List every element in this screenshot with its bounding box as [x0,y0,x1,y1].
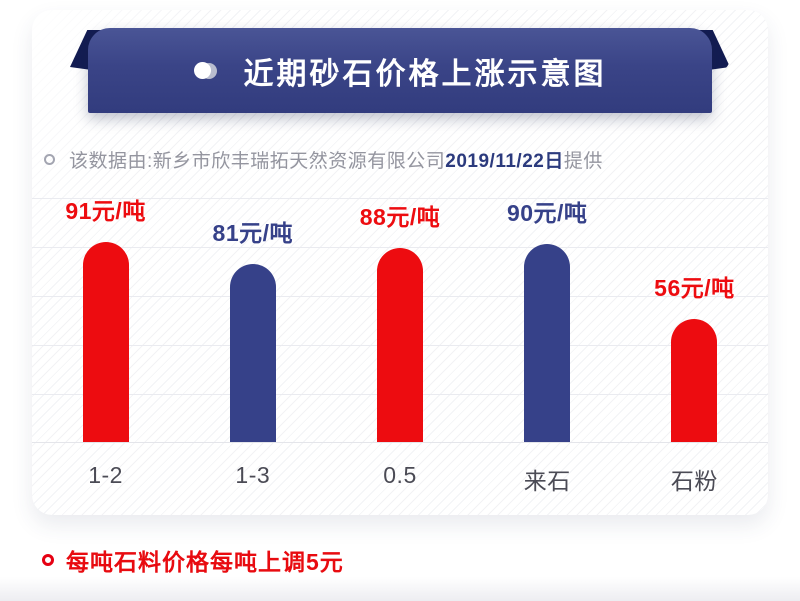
plot-area: 91元/吨 81元/吨 88元/吨 90元/吨 56元/吨 [32,198,768,443]
bar-column: 91元/吨 [32,198,179,442]
bar [229,264,276,442]
bar [377,248,423,442]
bar-column: 90元/吨 [474,198,621,442]
circle-bullet-icon [44,154,55,165]
bars-row: 91元/吨 81元/吨 88元/吨 90元/吨 56元/吨 [32,198,768,442]
red-circle-bullet-icon [42,554,54,566]
bar-value-label: 90元/吨 [506,200,588,226]
bar-column: 81元/吨 [179,198,326,442]
x-axis-label: 来石 [523,468,571,494]
source-note-prefix: 该数据由:新乡市欣丰瑞拓天然资源有限公司 [69,151,446,172]
bar-value-label: 91元/吨 [65,198,146,224]
bar [671,319,718,442]
bar-value-label: 56元/吨 [654,275,735,301]
header-banner: 近期砂石价格上涨示意图 [88,28,712,113]
x-axis-label: 石粉 [670,468,718,494]
footnote: 每吨石料价格每吨上调5元 [42,543,344,577]
footnote-text: 每吨石料价格每吨上调5元 [66,549,344,575]
bar-value-label: 88元/吨 [359,204,441,230]
page-title: 近期砂石价格上涨示意图 [243,57,607,91]
bar-column: 88元/吨 [326,198,473,442]
bar-value-label: 81元/吨 [212,220,294,246]
bar-column: 56元/吨 [621,198,768,442]
source-note-date: 2019/11/22日 [445,151,564,172]
source-note-suffix: 提供 [563,151,603,172]
source-note-text: 该数据由:新乡市欣丰瑞拓天然资源有限公司2019/11/22日提供 [69,146,603,173]
x-axis-label: 0.5 [383,462,417,488]
source-note: 该数据由:新乡市欣丰瑞拓天然资源有限公司2019/11/22日提供 [44,146,603,173]
bar [82,242,129,442]
bar [524,244,571,442]
sphere-bullet-icon [193,61,218,80]
x-labels-row: 1-2 1-3 0.5 来石 石粉 [32,462,768,496]
banner-title-wrap: 近期砂石价格上涨示意图 [193,49,607,93]
x-axis-label: 1-2 [88,462,123,488]
x-axis-label: 1-3 [235,462,271,488]
